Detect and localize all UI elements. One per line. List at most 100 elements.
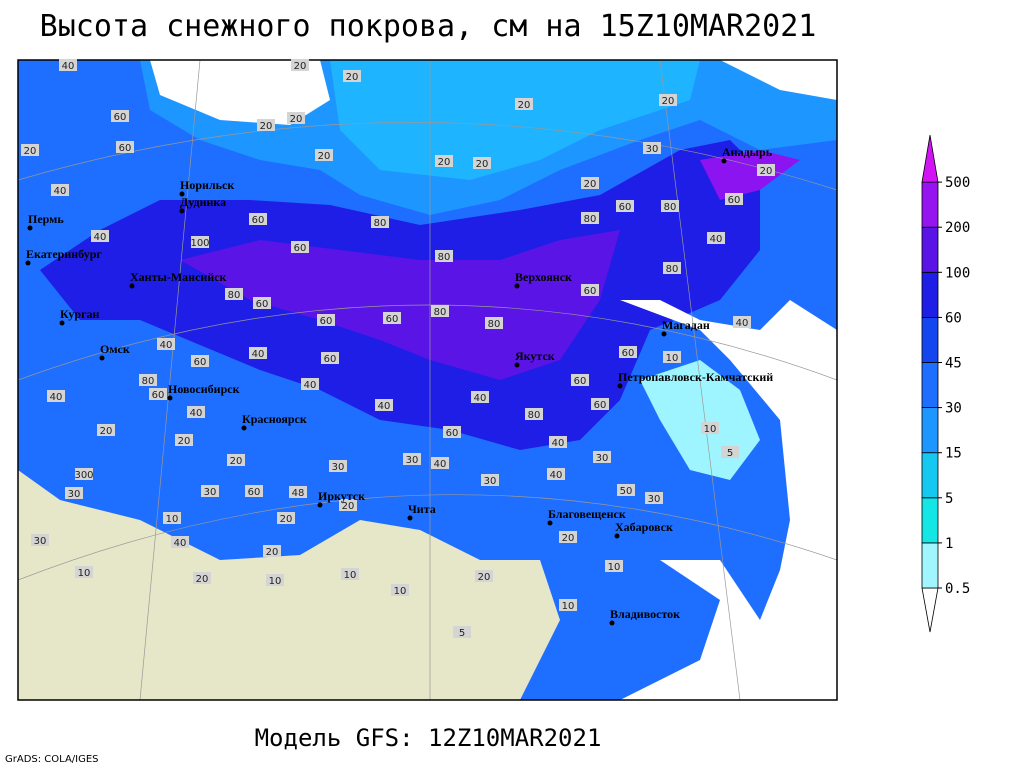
contour-label-box xyxy=(157,338,175,350)
contour-label-box xyxy=(289,486,307,498)
contour-label-box xyxy=(266,574,284,586)
sea-ice xyxy=(330,60,700,180)
contour-label: 30 xyxy=(31,534,49,547)
contour-label-text: 40 xyxy=(474,393,487,404)
footer: Модель GFS: 12Z10MAR2021 xyxy=(255,724,602,752)
contour-label-box xyxy=(301,378,319,390)
contour-label-box xyxy=(383,312,401,324)
contour-label: 80 xyxy=(139,374,157,387)
contour-label-text: 20 xyxy=(584,179,597,190)
contour-label-text: 30 xyxy=(648,494,661,505)
contour-label: 80 xyxy=(525,408,543,421)
contour-label: 20 xyxy=(193,572,211,585)
contour-label-box xyxy=(645,492,663,504)
contour-label: 30 xyxy=(481,474,499,487)
contour-label-text: 30 xyxy=(68,489,81,500)
contour-label: 20 xyxy=(559,531,577,544)
contour-label-text: 60 xyxy=(294,243,307,254)
colorbar-high xyxy=(921,135,939,183)
contour-label: 80 xyxy=(663,262,681,275)
contour-label-box xyxy=(619,346,637,358)
contour-label: 60 xyxy=(253,297,271,310)
contour-label: 100 xyxy=(190,236,210,249)
contour-label-text: 40 xyxy=(252,349,265,360)
city-dot xyxy=(317,502,323,508)
contour-label-box xyxy=(317,314,335,326)
contour-label: 20 xyxy=(175,434,193,447)
contour-label-text: 10 xyxy=(562,601,575,612)
city-dot xyxy=(514,283,520,289)
city-dot xyxy=(514,362,520,368)
contour-label: 10 xyxy=(341,568,359,581)
colorbar-box xyxy=(921,226,939,273)
contour-label-text: 20 xyxy=(266,547,279,558)
contour-label-box xyxy=(435,155,453,167)
contour-label: 20 xyxy=(257,119,275,132)
contour-label: 40 xyxy=(157,338,175,351)
contour-label: 30 xyxy=(65,487,83,500)
map-frame xyxy=(17,59,838,701)
contour-label: 30 xyxy=(645,492,663,505)
contour-label-box xyxy=(643,142,661,154)
colorbar-box xyxy=(921,316,939,363)
contour-label-text: 80 xyxy=(438,252,451,263)
contour-label-text: 20 xyxy=(760,166,773,177)
contour-label: 30 xyxy=(201,485,219,498)
contour-label-text: 20 xyxy=(318,151,331,162)
city-dot xyxy=(99,355,105,361)
contour-label-box xyxy=(707,232,725,244)
contour-label-box xyxy=(343,70,361,82)
city-label: Хабаровск xyxy=(615,520,673,534)
contour-label: 60 xyxy=(383,312,401,325)
contour-label-box xyxy=(481,474,499,486)
contour-label-text: 20 xyxy=(478,572,491,583)
contour-label-text: 40 xyxy=(304,380,317,391)
city-label: Екатеринбург xyxy=(26,247,102,261)
contour-label-text: 40 xyxy=(54,186,67,197)
city-label: Магадан xyxy=(662,318,710,332)
contour-label-text: 10 xyxy=(166,514,179,525)
contour-label: 20 xyxy=(343,70,361,83)
ocean xyxy=(620,300,837,620)
contour-label: 20 xyxy=(227,454,245,467)
city-dot xyxy=(25,260,31,266)
contour-label-text: 60 xyxy=(119,143,132,154)
contour-label: 40 xyxy=(547,468,565,481)
contour-label-box xyxy=(277,512,295,524)
colorbar-label: 100 xyxy=(945,265,970,281)
contour-label-text: 40 xyxy=(552,438,565,449)
contour-label-box xyxy=(515,98,533,110)
contour-label-box xyxy=(227,454,245,466)
contour-label: 10 xyxy=(266,574,284,587)
contour-label: 60 xyxy=(111,110,129,123)
contour-label-box xyxy=(453,626,471,638)
colorbar-label: 15 xyxy=(945,446,962,462)
contour-label-text: 20 xyxy=(562,533,575,544)
contour-label: 300 xyxy=(74,468,94,481)
colorbar-box xyxy=(921,181,939,228)
contour-label-text: 60 xyxy=(386,314,399,325)
contour-label: 80 xyxy=(371,216,389,229)
contour-label-box xyxy=(315,149,333,161)
contour-label-box xyxy=(403,453,421,465)
colorbar-low xyxy=(921,587,939,633)
city-dot xyxy=(614,533,620,539)
contour-label-text: 10 xyxy=(78,568,91,579)
contour-label: 60 xyxy=(245,485,263,498)
contour-label-text: 60 xyxy=(622,348,635,359)
contour-label: 20 xyxy=(21,144,39,157)
contour-label-box xyxy=(47,390,65,402)
contour-label-text: 30 xyxy=(332,462,345,473)
contour-label-text: 40 xyxy=(190,408,203,419)
contour-label-box xyxy=(163,512,181,524)
contour-label: 10 xyxy=(559,599,577,612)
contour-label: 60 xyxy=(581,284,599,297)
contour-label-text: 20 xyxy=(260,121,273,132)
contour-label-box xyxy=(263,545,281,557)
contour-label: 5 xyxy=(721,446,739,459)
city-label: Дудинка xyxy=(180,195,226,209)
contour-label-box xyxy=(617,484,635,496)
contour-label: 60 xyxy=(291,241,309,254)
contour-label: 20 xyxy=(515,98,533,111)
